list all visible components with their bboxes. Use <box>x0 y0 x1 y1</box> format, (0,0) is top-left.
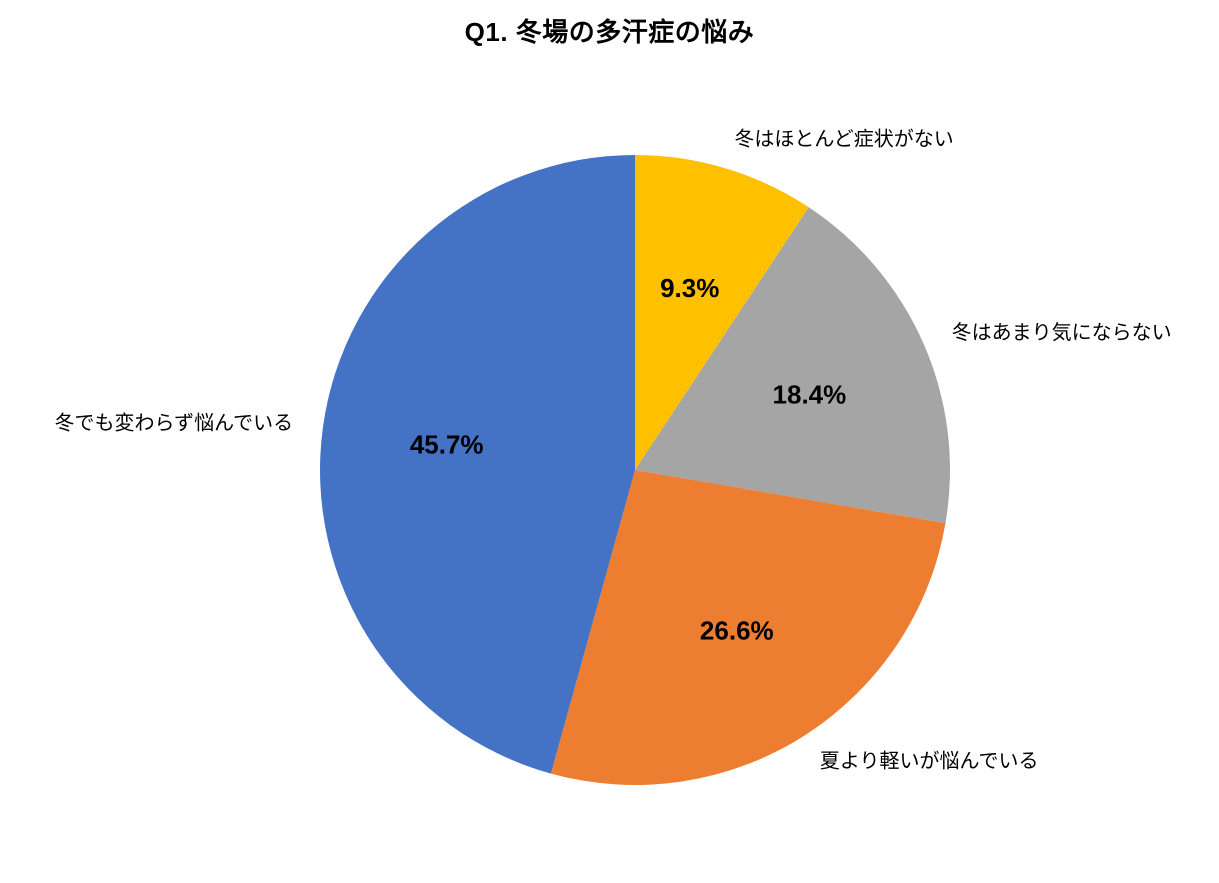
slice-category-label-2: 夏より軽いが悩んでいる <box>820 749 1039 772</box>
slice-percent-label-0: 9.3% <box>660 273 719 303</box>
slice-percent-label-1: 18.4% <box>773 380 847 410</box>
slice-percent-label-3: 45.7% <box>410 429 484 459</box>
pie-slice-3 <box>320 155 635 774</box>
chart-title: Q1. 冬場の多汗症の悩み <box>464 17 755 47</box>
slice-category-label-1: 冬はあまり気にならない <box>952 321 1172 344</box>
slice-category-label-0: 冬はほとんど症状がない <box>734 128 953 151</box>
pie-slice-0 <box>635 155 809 470</box>
slice-category-label-3: 冬でも変わらず悩んでいる <box>54 412 293 435</box>
pie-slice-2 <box>550 470 946 785</box>
pie-slice-1 <box>635 207 951 524</box>
slice-percent-label-2: 26.6% <box>700 615 774 645</box>
